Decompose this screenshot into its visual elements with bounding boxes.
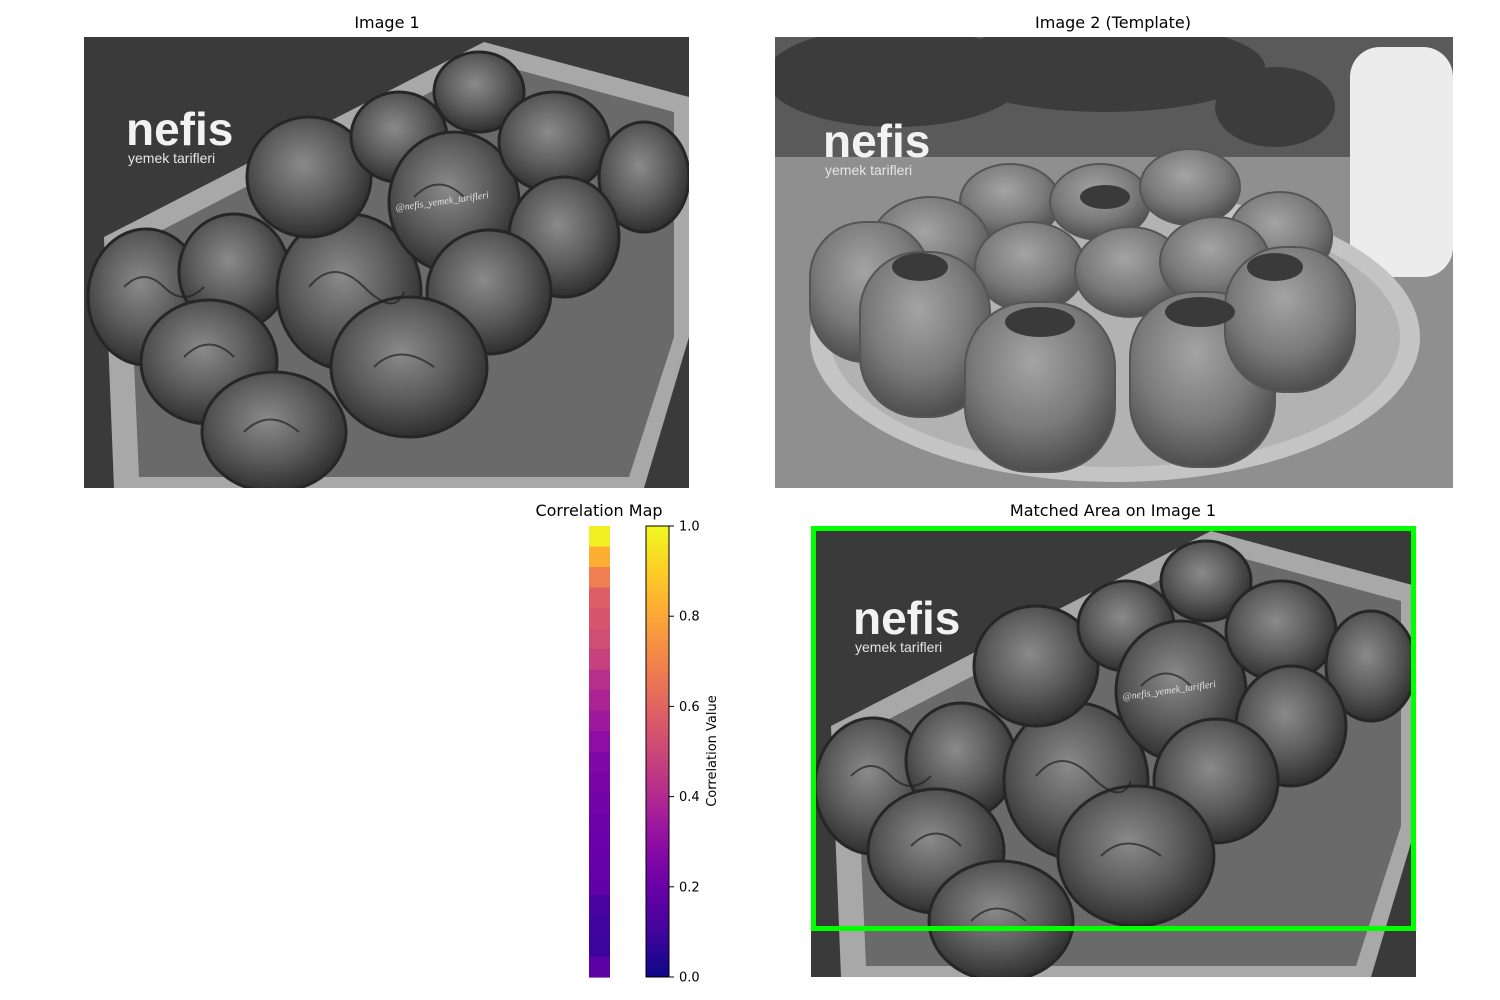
matched-area-photo: nefis yemek tarifleri @nefis_yemek_tarif… (811, 526, 1416, 977)
colorbar-tick-label: 0.0 (679, 971, 700, 986)
colorbar-tick-label: 0.6 (679, 700, 700, 715)
heatmap-cell (589, 834, 610, 855)
heatmap-cell (589, 772, 610, 793)
heatmap-cell (589, 629, 610, 650)
colorbar-tick-label: 0.2 (679, 880, 700, 895)
heatmap-cell (589, 526, 610, 547)
colorbar-ticks: 0.0 0.2 0.4 0.6 0.8 1.0 (669, 520, 700, 986)
heatmap-cell (589, 895, 610, 916)
heatmap-cell (589, 711, 610, 732)
heatmap-cell (589, 936, 610, 957)
heatmap-cell (589, 588, 610, 609)
heatmap-cell (589, 670, 610, 691)
heatmap-cell (589, 690, 610, 711)
heatmap-cell (589, 608, 610, 629)
heatmap-cell (589, 957, 610, 978)
heatmap-cell (589, 567, 610, 588)
correlation-heatmap (589, 526, 610, 978)
heatmap-cell (589, 547, 610, 568)
matched-watermark-brand: nefis (853, 592, 960, 644)
heatmap-cell (589, 916, 610, 937)
matched-watermark-tagline: yemek tarifleri (855, 639, 942, 655)
colorbar-tick-label: 0.8 (679, 610, 700, 625)
heatmap-cell (589, 854, 610, 875)
heatmap-cell (589, 875, 610, 896)
colorbar-tick-label: 0.4 (679, 790, 700, 805)
heatmap-cell (589, 649, 610, 670)
heatmap-cell (589, 731, 610, 752)
colorbar (646, 526, 669, 977)
colorbar-label: Correlation Value (705, 695, 720, 807)
heatmap-cell (589, 813, 610, 834)
colorbar-tick-label: 1.0 (679, 520, 700, 535)
heatmap-cell (589, 793, 610, 814)
heatmap-cell (589, 752, 610, 773)
